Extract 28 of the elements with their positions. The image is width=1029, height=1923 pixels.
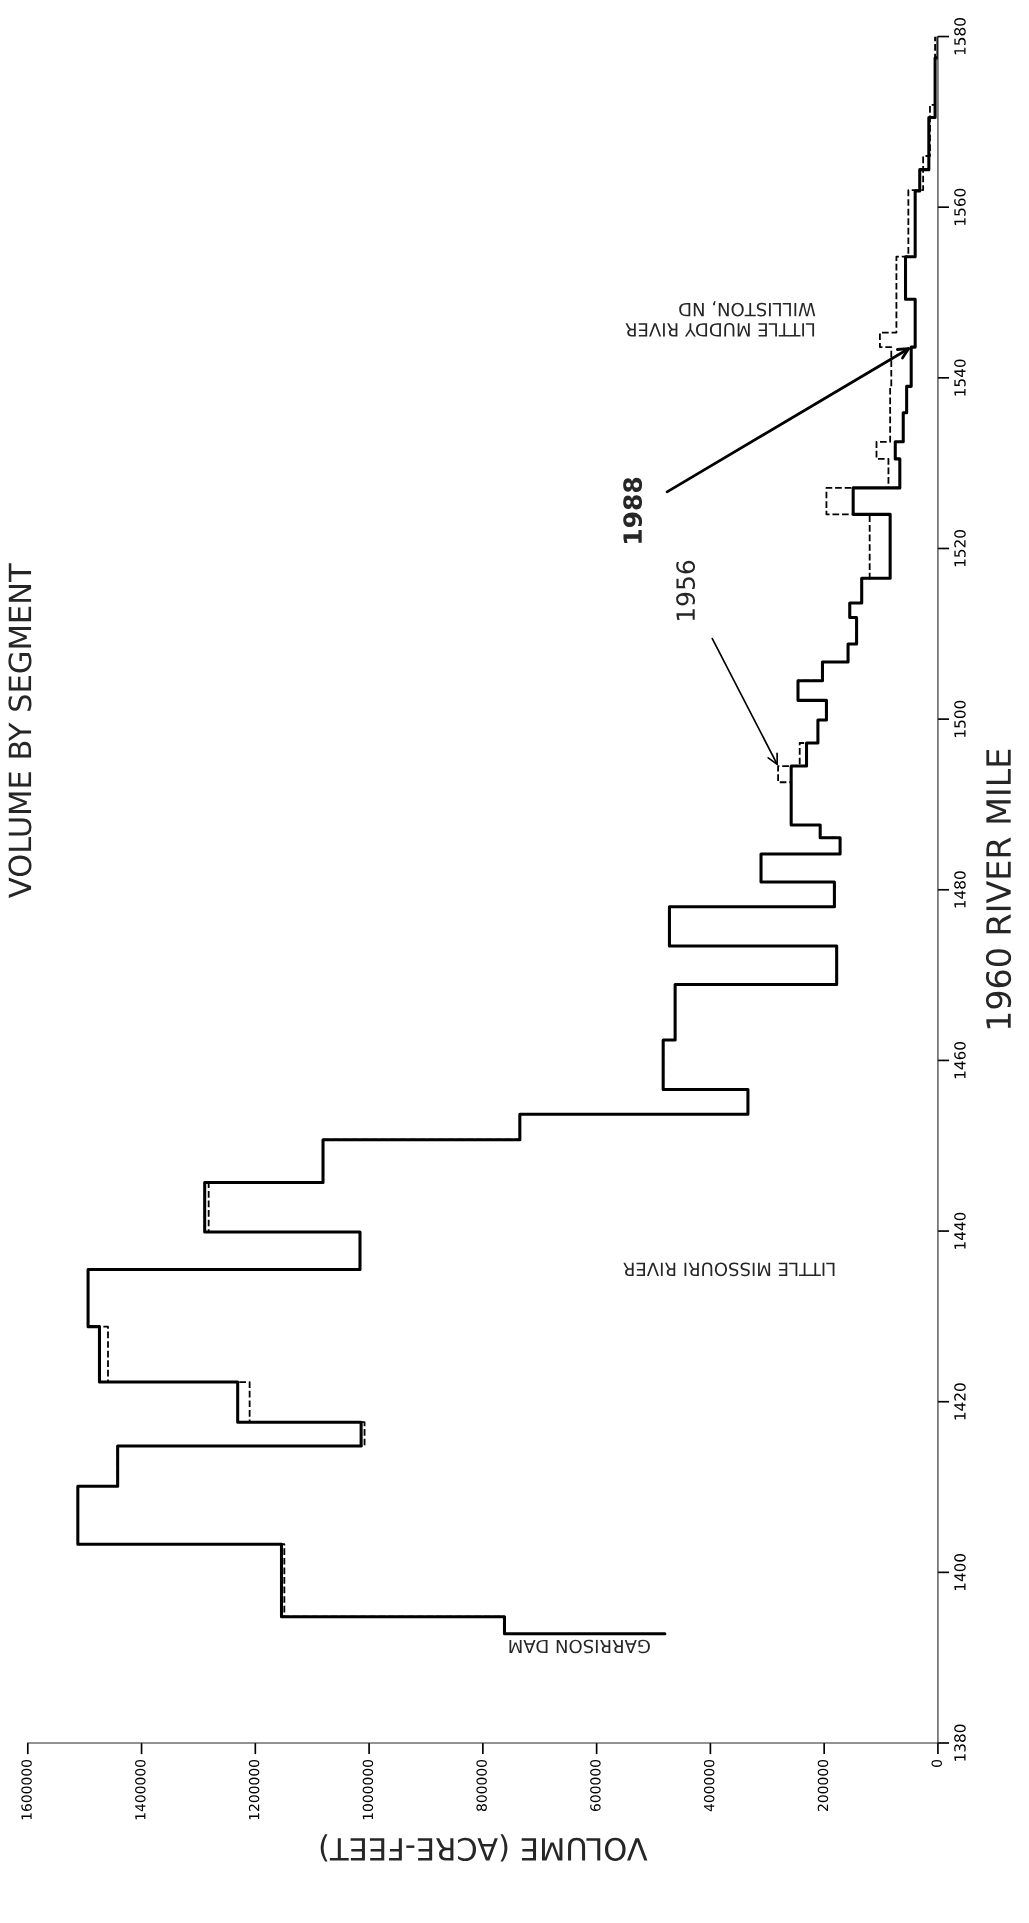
x-tick-label: 800000 (476, 1759, 487, 1812)
y-tick-label: 1420 (954, 1383, 966, 1420)
x-tick-label: 1200000 (248, 1759, 260, 1820)
y-tick-label: 1520 (954, 530, 966, 567)
annotation: LITTLE MISSOURI RIVER (623, 1262, 835, 1277)
annotation: GARRISON DAM (509, 1639, 650, 1654)
annotation: LITTLE MUDDY RIVER WILLISTON, ND (625, 300, 816, 337)
x-tick-label: 1400000 (135, 1759, 146, 1820)
y-tick-label: 1580 (954, 18, 966, 55)
y-tick-label: 1500 (954, 700, 966, 737)
text: VOLUME BY SEGMENT (8, 563, 32, 898)
annotation: 1988 (623, 477, 643, 543)
x-tick-label: 0 (931, 1759, 942, 1767)
x-tick-label: 600000 (590, 1759, 601, 1812)
x-tick-label: 400000 (703, 1759, 715, 1812)
y-tick-label: 1400 (954, 1553, 966, 1591)
annotation: 1956 (676, 560, 696, 621)
y-tick-label: 1560 (954, 188, 966, 225)
y-tick-label: 1380 (954, 1724, 966, 1761)
y-tick-label: 1440 (954, 1212, 966, 1249)
x-axis-title: VOLUME (ACRE-FEET) (320, 1834, 648, 1862)
y-tick-label: 1540 (954, 359, 966, 396)
x-tick-label: 1600000 (21, 1759, 32, 1820)
x-tick-label: 1000000 (362, 1759, 374, 1820)
y-tick-label: 1480 (954, 871, 966, 908)
x-tick-label: 200000 (817, 1759, 829, 1811)
y-tick-label: 1460 (954, 1041, 966, 1079)
y-axis-title: 1960 RIVER MILE (985, 749, 1012, 1029)
